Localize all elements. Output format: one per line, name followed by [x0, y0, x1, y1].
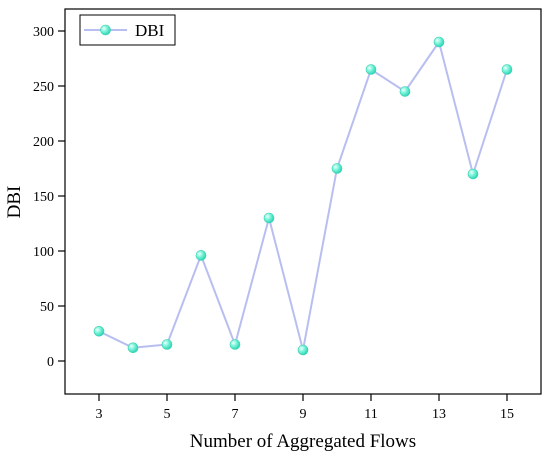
- y-tick-label: 150: [33, 190, 54, 205]
- y-tick-label: 100: [33, 245, 54, 260]
- data-point: [297, 344, 309, 356]
- x-tick-label: 3: [96, 407, 103, 422]
- y-axis-title: DBI: [4, 186, 25, 219]
- legend-label: DBI: [135, 21, 165, 40]
- x-tick-label: 13: [432, 407, 446, 422]
- data-point: [399, 86, 411, 97]
- x-tick-label: 7: [232, 407, 239, 422]
- x-axis-title: Number of Aggregated Flows: [190, 431, 416, 452]
- data-point: [93, 325, 105, 337]
- data-point: [229, 339, 241, 350]
- y-tick-label: 300: [33, 25, 54, 40]
- data-point: [195, 250, 207, 261]
- y-tick-label: 0: [47, 355, 54, 370]
- series-layer: [93, 36, 513, 356]
- x-tick-label: 11: [364, 407, 377, 422]
- x-tick-label: 15: [500, 407, 514, 422]
- x-axis-ticks: 3 5 7 9 11 13 15: [96, 394, 514, 422]
- data-point: [263, 212, 275, 224]
- data-point: [127, 342, 139, 354]
- data-point: [161, 339, 173, 350]
- y-axis-ticks: 0 50 100 150 200 250 300: [33, 25, 65, 370]
- data-point: [501, 64, 513, 75]
- data-point: [365, 64, 377, 75]
- legend: DBI: [79, 14, 176, 46]
- x-tick-label: 5: [164, 407, 171, 422]
- y-tick-label: 50: [40, 300, 54, 315]
- plot-frame: [64, 8, 542, 395]
- y-tick-label: 250: [33, 80, 54, 95]
- x-tick-label: 9: [300, 407, 307, 422]
- data-point: [433, 36, 445, 48]
- series-line-dbi: [98, 41, 508, 351]
- data-point: [331, 163, 343, 174]
- data-point: [467, 168, 479, 180]
- legend-marker-swatch: [100, 24, 111, 36]
- y-tick-label: 200: [33, 135, 54, 150]
